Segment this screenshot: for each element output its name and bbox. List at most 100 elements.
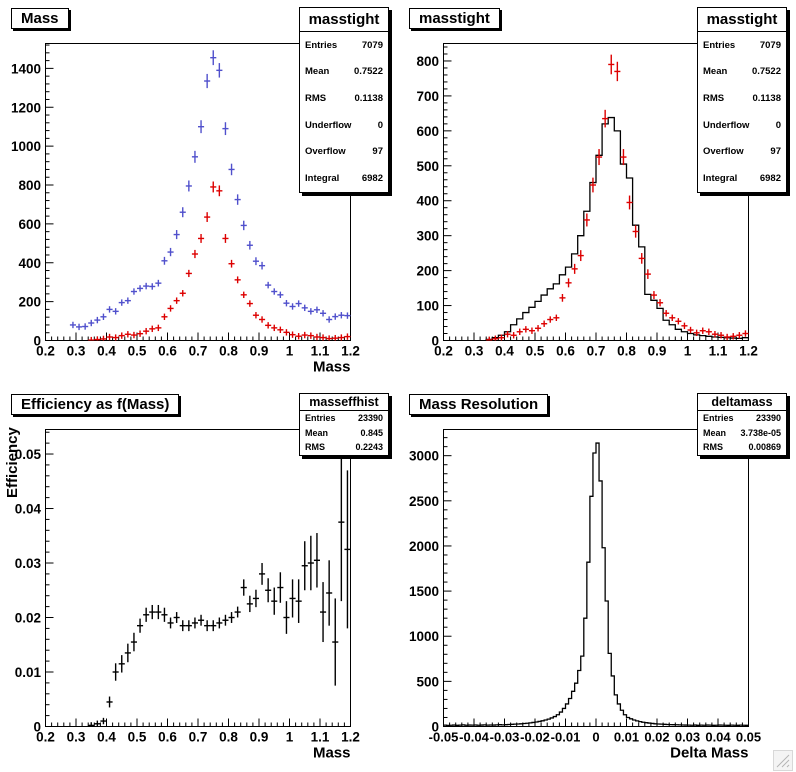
resize-grip-icon[interactable] xyxy=(773,750,793,771)
svg-text:1: 1 xyxy=(286,730,294,745)
stat-row: Integral 6982 xyxy=(300,165,388,192)
stat-label: Underflow xyxy=(305,119,352,131)
svg-text:0.6: 0.6 xyxy=(556,344,575,359)
svg-text:1.2: 1.2 xyxy=(341,730,360,745)
stats-title: masstight xyxy=(698,8,786,32)
mass-plot: 0.2 0.3 0.4 0.5 0.6 0.7 0.8 0.9 1 1.1 1.2 0 200 400 60… xyxy=(11,43,360,376)
svg-text:0.3: 0.3 xyxy=(67,730,86,745)
svg-text:800: 800 xyxy=(18,178,41,193)
stats-box: masstight Entries 7079 Mean 0.7522 RMS 0.1138… xyxy=(697,7,787,193)
svg-text:1: 1 xyxy=(684,344,692,359)
svg-text:1000: 1000 xyxy=(409,629,439,644)
stat-label: Mean xyxy=(703,427,727,438)
svg-text:0.05: 0.05 xyxy=(15,447,42,462)
stat-row: Mean 0.7522 xyxy=(300,59,388,86)
stat-label: Entries xyxy=(305,39,338,51)
stat-value: 0.00869 xyxy=(748,442,781,453)
svg-text:-0.02: -0.02 xyxy=(520,730,550,745)
svg-text:0.7: 0.7 xyxy=(189,730,208,745)
stat-label: Overflow xyxy=(703,146,744,158)
svg-text:0.6: 0.6 xyxy=(158,344,177,359)
stats-box: masstight Entries 7079 Mean 0.7522 RMS 0.1138… xyxy=(299,7,389,193)
stat-row: Mean 0.7522 xyxy=(698,59,786,86)
x-axis-title: Delta Mass xyxy=(670,745,748,762)
stat-row: Entries 7079 xyxy=(300,32,388,59)
pad-efficiency: 0.2 0.3 0.4 0.5 0.6 0.7 0.8 0.9 1 1.1 1.2 0 0.01 0.02… xyxy=(0,386,398,772)
svg-text:0.5: 0.5 xyxy=(128,730,147,745)
svg-text:0.04: 0.04 xyxy=(705,730,731,745)
pad-mass-resolution: -0.05 -0.04 -0.03 -0.02 -0.01 0 0.01 0.02 0.03 0.… xyxy=(398,386,796,772)
svg-text:500: 500 xyxy=(416,674,439,689)
svg-text:0.5: 0.5 xyxy=(526,344,545,359)
svg-text:1.1: 1.1 xyxy=(311,344,330,359)
svg-text:0.4: 0.4 xyxy=(495,344,514,359)
stat-value: 0.2243 xyxy=(355,442,383,453)
stat-value: 3.738e-05 xyxy=(740,427,781,438)
svg-text:0.03: 0.03 xyxy=(675,730,700,745)
masstight-plot: 0.2 0.3 0.4 0.5 0.6 0.7 0.8 0.9 1 1.1 1.2 0 100 200 30… xyxy=(416,43,758,359)
svg-text:3000: 3000 xyxy=(409,449,439,464)
svg-text:1000: 1000 xyxy=(11,139,41,154)
svg-text:1.2: 1.2 xyxy=(739,344,758,359)
x-axis-title: Mass xyxy=(313,745,351,762)
stats-title: masseffhist xyxy=(300,394,388,411)
svg-text:1400: 1400 xyxy=(11,61,41,76)
stats-box: deltamass Entries 23390 Mean 3.738e-05 RMS 0.… xyxy=(697,393,787,456)
svg-text:600: 600 xyxy=(18,217,41,232)
svg-text:0.2: 0.2 xyxy=(36,344,55,359)
stat-label: RMS xyxy=(305,442,325,453)
svg-text:0.02: 0.02 xyxy=(15,611,41,626)
svg-text:0: 0 xyxy=(592,730,599,745)
stat-label: RMS xyxy=(703,442,723,453)
stat-value: 97 xyxy=(372,146,383,158)
stat-row: RMS 0.00869 xyxy=(698,440,786,455)
stat-value: 7079 xyxy=(361,39,383,51)
svg-text:1.2: 1.2 xyxy=(341,344,360,359)
stat-label: Integral xyxy=(703,172,738,184)
stats-rows: Entries 7079 Mean 0.7522 RMS 0.1138 Underflow 0… xyxy=(300,32,388,192)
pad-masstight: 0.2 0.3 0.4 0.5 0.6 0.7 0.8 0.9 1 1.1 1.2 0 100 200 30… xyxy=(398,0,796,386)
stat-label: Entries xyxy=(305,413,336,424)
svg-text:500: 500 xyxy=(416,159,439,174)
svg-text:0.9: 0.9 xyxy=(250,730,269,745)
svg-text:0.05: 0.05 xyxy=(736,730,761,745)
stat-value: 0.1138 xyxy=(354,92,383,104)
svg-text:0.3: 0.3 xyxy=(67,344,86,359)
stat-value: 0 xyxy=(377,119,383,131)
stat-value: 6982 xyxy=(361,172,383,184)
svg-text:0.4: 0.4 xyxy=(97,344,116,359)
svg-text:300: 300 xyxy=(416,229,439,244)
y-axis-title: Efficiency xyxy=(4,426,21,498)
stat-label: RMS xyxy=(305,92,327,104)
stat-row: Entries 23390 xyxy=(698,411,786,426)
stat-value: 6982 xyxy=(759,172,781,184)
stat-row: Overflow 97 xyxy=(698,138,786,165)
mass-resolution-plot: -0.05 -0.04 -0.03 -0.02 -0.01 0 0.01 0.02 0.03 0.… xyxy=(409,429,761,762)
stat-label: Mean xyxy=(305,427,329,438)
stat-value: 7079 xyxy=(759,39,781,51)
pad-mass: 0.2 0.3 0.4 0.5 0.6 0.7 0.8 0.9 1 1.1 1.2 0 200 400 60… xyxy=(0,0,398,386)
stat-label: Underflow xyxy=(703,119,750,131)
svg-text:2500: 2500 xyxy=(409,494,439,509)
stats-title: masstight xyxy=(300,8,388,32)
svg-text:0.04: 0.04 xyxy=(15,502,42,517)
stat-value: 0.7522 xyxy=(751,66,781,78)
stat-row: Mean 0.845 xyxy=(300,426,388,441)
stats-rows: Entries 7079 Mean 0.7522 RMS 0.1138 Underflow 0… xyxy=(698,32,786,192)
svg-text:-0.03: -0.03 xyxy=(490,730,520,745)
svg-text:0: 0 xyxy=(431,720,439,735)
svg-text:0.3: 0.3 xyxy=(465,344,484,359)
stats-title: deltamass xyxy=(698,394,786,411)
svg-text:1200: 1200 xyxy=(11,100,41,115)
svg-text:0.8: 0.8 xyxy=(617,344,636,359)
svg-text:0.7: 0.7 xyxy=(587,344,606,359)
stat-value: 0.7522 xyxy=(353,66,383,78)
svg-text:200: 200 xyxy=(416,264,439,279)
svg-text:1500: 1500 xyxy=(409,584,439,599)
stat-row: RMS 0.1138 xyxy=(698,85,786,112)
stat-label: Overflow xyxy=(305,146,346,158)
pad-title: Mass xyxy=(21,10,59,27)
stats-box: masseffhist Entries 23390 Mean 0.845 RMS 0.22… xyxy=(299,393,389,456)
stats-rows: Entries 23390 Mean 3.738e-05 RMS 0.00869 xyxy=(698,411,786,455)
stat-label: Entries xyxy=(703,413,734,424)
